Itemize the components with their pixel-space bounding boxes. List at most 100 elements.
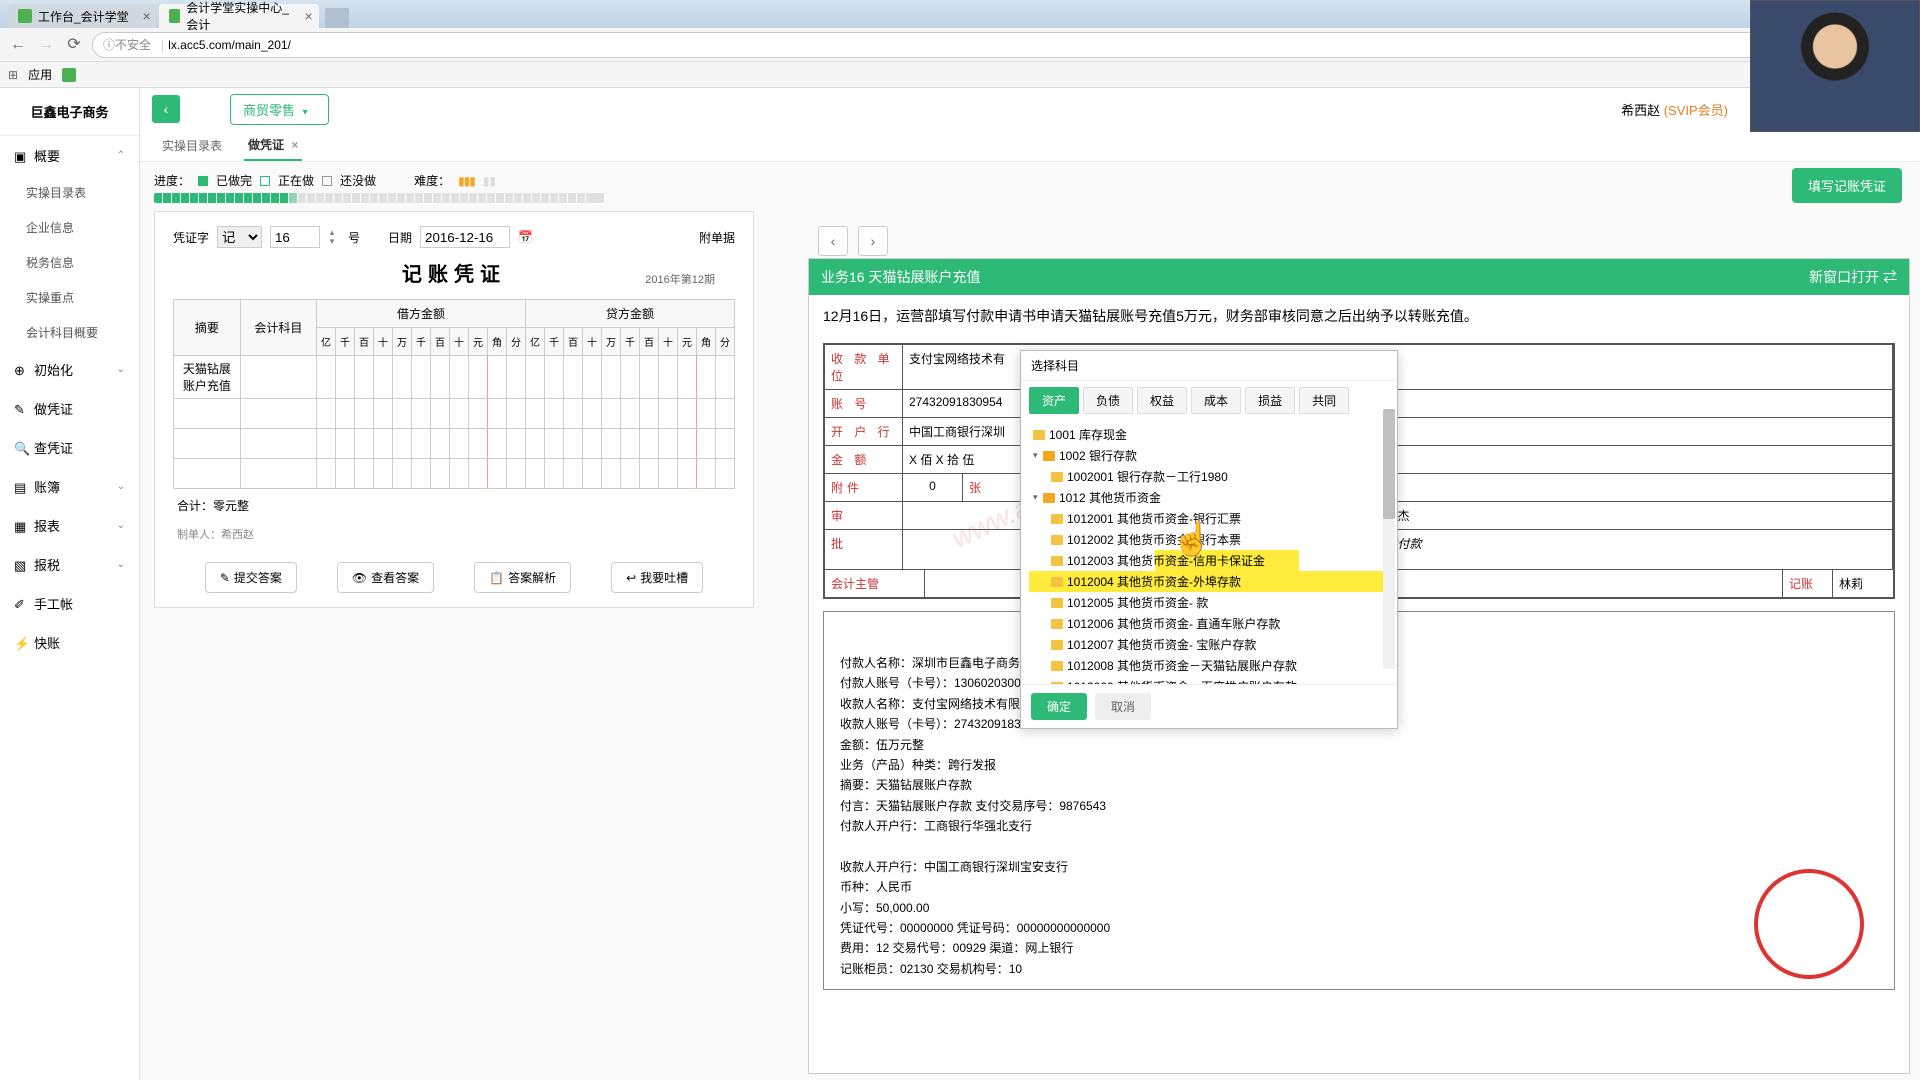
close-icon[interactable]: ×	[143, 8, 151, 24]
attach-label: 附件	[825, 474, 903, 501]
account-tab[interactable]: 负债	[1083, 387, 1133, 414]
sidebar-subitem[interactable]: 税务信息	[0, 245, 139, 280]
scrollbar[interactable]	[1383, 409, 1395, 669]
attach-value: 0	[903, 474, 963, 501]
voucher-row[interactable]	[174, 459, 735, 489]
account-tree-item[interactable]: 1012007 其他货币资金- 宝账户存款	[1029, 634, 1389, 655]
chevron-down-icon: ▾	[303, 107, 308, 118]
sidebar-item[interactable]: ▤账簿⌄	[0, 467, 139, 506]
account-tab[interactable]: 成本	[1191, 387, 1241, 414]
account-tree-item[interactable]: 1012004 其他货币资金-外埠存款	[1029, 571, 1389, 592]
voucher-type-label: 凭证字	[173, 229, 209, 246]
account-tree-item[interactable]: 1012003 其他货币资金-信用卡保证金	[1029, 550, 1389, 571]
sidebar-item[interactable]: ✎做凭证	[0, 389, 139, 428]
feedback-button[interactable]: ↩我要吐槽	[611, 562, 703, 593]
sidebar: 巨鑫电子商务 ▣概要⌃实操目录表企业信息税务信息实操重点会计科目概要⊕初始化⌄✎…	[0, 88, 140, 1080]
fill-voucher-button[interactable]: 填写记账凭证	[1792, 168, 1902, 203]
reload-button[interactable]: ⟳	[64, 35, 84, 55]
tab-title: 工作台_会计学堂	[38, 8, 129, 25]
account-tree-item[interactable]: 1012008 其他货币资金－天猫钻展账户存款	[1029, 655, 1389, 676]
sidebar-subitem[interactable]: 实操重点	[0, 280, 139, 315]
task-description: 12月16日，运营部填写付款申请书申请天猫钻展账号充值5万元，财务部审核同意之后…	[809, 295, 1909, 337]
close-icon[interactable]: ×	[305, 8, 313, 24]
voucher-maker: 制单人：希西赵	[173, 522, 735, 546]
url-input[interactable]: ⓘ 不安全 | lx.acc5.com/main_201/	[92, 32, 1890, 58]
voucher-header: 凭证字 记 ▲▼ 号 日期 📅 附单据	[173, 226, 735, 248]
close-icon[interactable]: ×	[291, 138, 298, 152]
submit-button[interactable]: ✎提交答案	[205, 562, 297, 593]
collapse-sidebar-button[interactable]: ‹	[152, 95, 180, 123]
number-stepper[interactable]: ▲▼	[328, 228, 340, 246]
account-tree-item[interactable]: ▾1002 银行存款	[1029, 445, 1389, 466]
bank-label: 开 户 行	[825, 418, 903, 445]
sidebar-item[interactable]: ▣概要⌃	[0, 136, 139, 175]
col-debit: 借方金额	[316, 300, 525, 328]
scroll-thumb[interactable]	[1383, 409, 1395, 519]
tab-voucher[interactable]: 做凭证 ×	[244, 130, 302, 161]
legend-done: 已做完	[216, 172, 252, 189]
cancel-button[interactable]: 取消	[1095, 693, 1151, 720]
voucher-row[interactable]	[174, 399, 735, 429]
tab-directory[interactable]: 实操目录表	[158, 131, 226, 160]
tab-icon	[169, 9, 181, 23]
sidebar-item[interactable]: ⊕初始化⌄	[0, 350, 139, 389]
account-tab[interactable]: 损益	[1245, 387, 1295, 414]
account-tree-item[interactable]: 1012001 其他货币资金-银行汇票	[1029, 508, 1389, 529]
confirm-button[interactable]: 确定	[1031, 693, 1087, 720]
voucher-number-input[interactable]	[270, 226, 320, 248]
col-credit: 贷方金额	[525, 300, 734, 328]
account-tab[interactable]: 权益	[1137, 387, 1187, 414]
date-input[interactable]	[420, 226, 510, 248]
bookmark-icon[interactable]	[62, 68, 76, 82]
forward-button[interactable]: →	[36, 35, 56, 55]
account-tree-item[interactable]: 1012006 其他货币资金- 直通车账户存款	[1029, 613, 1389, 634]
sidebar-item[interactable]: ▦报表⌄	[0, 506, 139, 545]
tab-icon	[18, 9, 32, 23]
sidebar-subitem[interactable]: 会计科目概要	[0, 315, 139, 350]
account-tab[interactable]: 共同	[1299, 387, 1349, 414]
account-tab[interactable]: 资产	[1029, 387, 1079, 414]
sidebar-subitem[interactable]: 实操目录表	[0, 175, 139, 210]
new-tab-button[interactable]	[325, 8, 349, 28]
top-bar: ‹ 商贸零售 ▾ 希西赵 (SVIP会员)	[140, 88, 1920, 130]
sidebar-item[interactable]: ✐手工帐	[0, 584, 139, 623]
tab-title: 会计学堂实操中心_会计	[186, 0, 290, 33]
account-tree[interactable]: 1001 库存现金▾1002 银行存款1002001 银行存款－工行1980▾1…	[1021, 420, 1397, 684]
account-tree-item[interactable]: 1012002 其他货币资金-银行本票	[1029, 529, 1389, 550]
recorder-label: 记账	[1783, 570, 1833, 597]
voucher-row[interactable]: 天猫钻展账户充值	[174, 356, 735, 399]
voucher-row[interactable]	[174, 429, 735, 459]
next-task-button[interactable]: ›	[858, 226, 888, 256]
col-summary: 摘要	[174, 300, 241, 356]
prev-task-button[interactable]: ‹	[818, 226, 848, 256]
voucher-type-select[interactable]: 记	[217, 226, 262, 248]
account-tree-item[interactable]: 1012005 其他货币资金- 款	[1029, 592, 1389, 613]
webcam-feed	[1751, 1, 1919, 131]
apps-label[interactable]: 应用	[28, 66, 52, 83]
fee: 费用：12 交易代号：00929 渠道：网上银行	[840, 938, 1878, 958]
apps-icon[interactable]: ⊞	[8, 68, 18, 82]
back-button[interactable]: ←	[8, 35, 28, 55]
browser-tab-2[interactable]: 会计学堂实操中心_会计 ×	[159, 4, 319, 28]
sidebar-item[interactable]: ⚡快账	[0, 623, 139, 662]
progress-legend: 进度： 已做完 正在做 还没做 难度： ▮▮▮▮▮	[154, 172, 1906, 189]
review-label: 审	[825, 502, 903, 529]
progress-bar[interactable]	[154, 193, 604, 203]
date-label: 日期	[388, 229, 412, 246]
view-answer-button[interactable]: 👁查看答案	[337, 562, 434, 593]
payee-label: 收 款 单 位	[825, 345, 903, 389]
account-tree-item[interactable]: 1002001 银行存款－工行1980	[1029, 466, 1389, 487]
calendar-icon[interactable]: 📅	[518, 230, 533, 244]
sidebar-item[interactable]: 🔍查凭证	[0, 428, 139, 467]
security-warning: ⓘ	[103, 36, 115, 53]
analysis-button[interactable]: 📋答案解析	[474, 562, 571, 593]
business-type-dropdown[interactable]: 商贸零售 ▾	[230, 94, 329, 125]
legend-done-icon	[198, 176, 208, 186]
sidebar-subitem[interactable]: 企业信息	[0, 210, 139, 245]
browser-tab-1[interactable]: 工作台_会计学堂 ×	[8, 4, 157, 28]
new-window-button[interactable]: 新窗口打开 ⇄	[1809, 267, 1897, 287]
account-tree-item[interactable]: 1001 库存现金	[1029, 424, 1389, 445]
sidebar-item[interactable]: ▧报税⌄	[0, 545, 139, 584]
account-tree-item[interactable]: ▾1012 其他货币资金	[1029, 487, 1389, 508]
account-tree-item[interactable]: 1012009 其他货币资金－百度推广账户存款	[1029, 676, 1389, 684]
